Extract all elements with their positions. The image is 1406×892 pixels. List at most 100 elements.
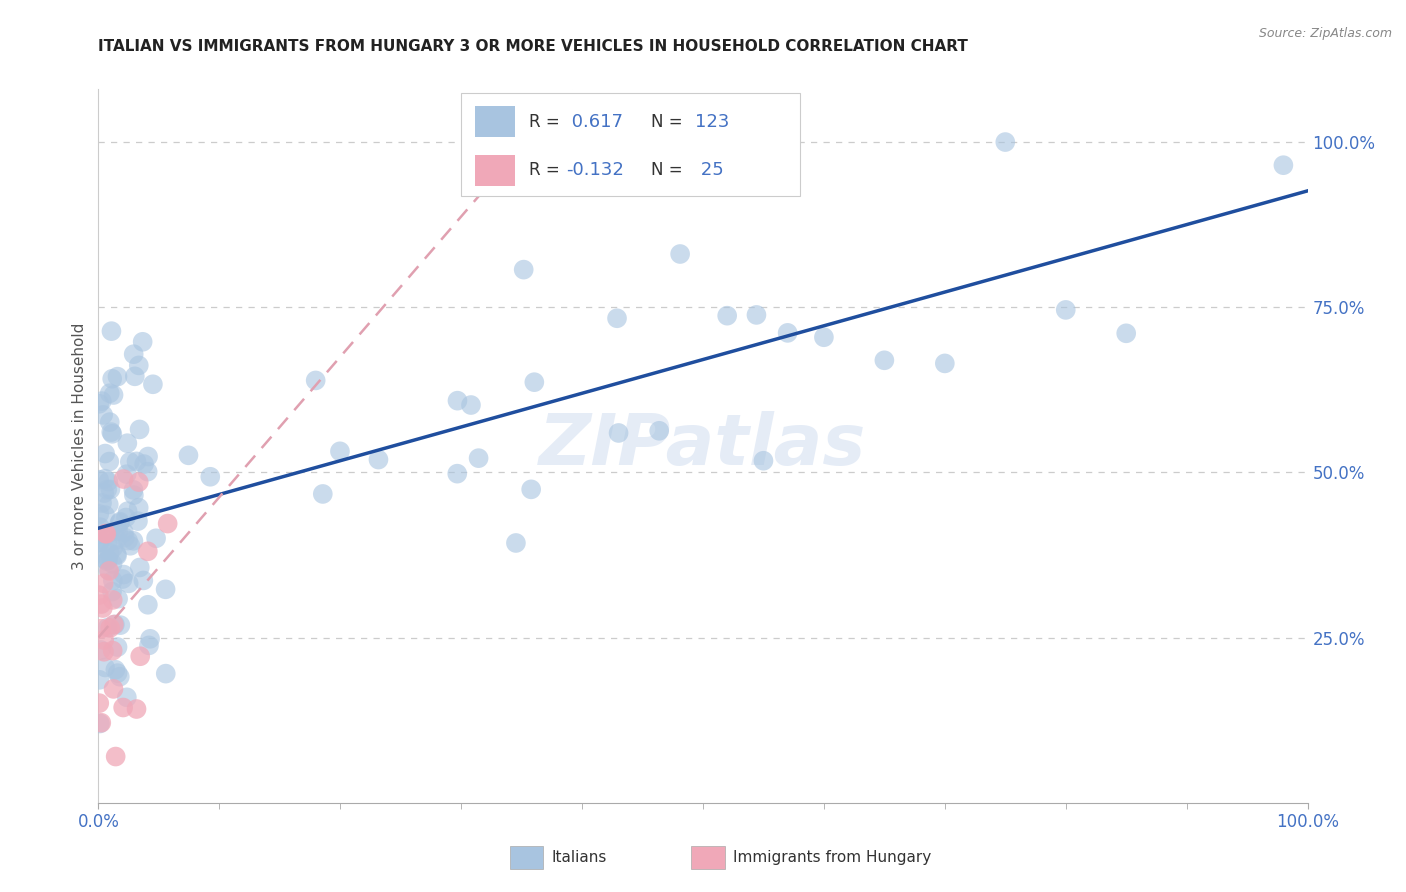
Point	[155, 582, 177, 597]
Point	[716, 309, 738, 323]
Point	[107, 591, 129, 606]
Point	[89, 473, 111, 487]
Point	[505, 536, 527, 550]
Text: 123: 123	[695, 112, 730, 131]
Point	[460, 398, 482, 412]
Point	[125, 454, 148, 468]
Point	[114, 531, 136, 545]
Point	[606, 311, 628, 326]
Point	[101, 426, 124, 441]
FancyBboxPatch shape	[509, 847, 543, 869]
Point	[97, 475, 120, 489]
Point	[87, 535, 110, 549]
Point	[93, 633, 115, 648]
Point	[108, 515, 131, 529]
Point	[127, 514, 149, 528]
Point	[96, 526, 118, 541]
Point	[745, 308, 768, 322]
Point	[90, 526, 112, 541]
Point	[90, 597, 112, 611]
Point	[93, 576, 115, 591]
Point	[89, 673, 111, 687]
Point	[103, 617, 125, 632]
Point	[100, 324, 122, 338]
Point	[1054, 302, 1077, 317]
Point	[125, 702, 148, 716]
Point	[89, 535, 111, 549]
Point	[104, 749, 127, 764]
Point	[523, 375, 546, 389]
Point	[128, 422, 150, 436]
Point	[98, 415, 121, 429]
Point	[129, 649, 152, 664]
Point	[93, 552, 115, 566]
Point	[107, 666, 129, 681]
Point	[520, 483, 543, 497]
Point	[89, 716, 111, 731]
Point	[96, 536, 118, 550]
Point	[105, 549, 128, 563]
Point	[108, 516, 131, 530]
Point	[108, 670, 131, 684]
Point	[1115, 326, 1137, 341]
FancyBboxPatch shape	[461, 93, 800, 196]
Point	[132, 574, 155, 588]
Text: ITALIAN VS IMMIGRANTS FROM HUNGARY 3 OR MORE VEHICLES IN HOUSEHOLD CORRELATION C: ITALIAN VS IMMIGRANTS FROM HUNGARY 3 OR …	[98, 38, 969, 54]
Point	[776, 326, 799, 340]
Point	[94, 472, 117, 486]
Point	[98, 546, 121, 560]
Point	[155, 666, 177, 681]
Point	[96, 554, 118, 568]
Point	[103, 681, 125, 696]
Point	[122, 347, 145, 361]
Point	[112, 525, 135, 540]
Point	[934, 356, 956, 370]
Point	[131, 334, 153, 349]
Point	[138, 639, 160, 653]
Point	[89, 507, 111, 521]
Point	[128, 475, 150, 489]
Point	[124, 369, 146, 384]
Point	[101, 541, 124, 555]
Text: R =: R =	[529, 112, 565, 131]
Point	[120, 539, 142, 553]
Point	[117, 504, 139, 518]
Point	[122, 488, 145, 502]
Point	[98, 454, 121, 468]
Point	[367, 452, 389, 467]
Point	[89, 520, 111, 534]
Point	[90, 643, 112, 657]
Point	[136, 598, 159, 612]
Point	[607, 425, 630, 440]
Point	[91, 601, 114, 615]
Point	[97, 620, 120, 634]
Point	[101, 372, 124, 386]
Point	[446, 393, 468, 408]
Point	[101, 584, 124, 599]
Point	[115, 690, 138, 705]
Text: R =: R =	[529, 161, 565, 179]
Point	[136, 450, 159, 464]
Point	[873, 353, 896, 368]
Point	[91, 408, 114, 422]
Point	[90, 622, 112, 636]
Point	[89, 397, 111, 411]
Point	[90, 545, 112, 559]
Point	[98, 525, 121, 540]
FancyBboxPatch shape	[475, 106, 516, 137]
Point	[101, 593, 124, 607]
Point	[1272, 158, 1295, 172]
Point	[98, 386, 121, 401]
Point	[128, 500, 150, 515]
Point	[97, 563, 120, 577]
Point	[112, 700, 135, 714]
Point	[100, 425, 122, 439]
Point	[101, 643, 124, 657]
Point	[107, 524, 129, 538]
Point	[122, 483, 145, 497]
Point	[107, 640, 129, 654]
Point	[813, 330, 835, 344]
Point	[128, 560, 150, 574]
Point	[128, 359, 150, 373]
Point	[467, 451, 489, 466]
